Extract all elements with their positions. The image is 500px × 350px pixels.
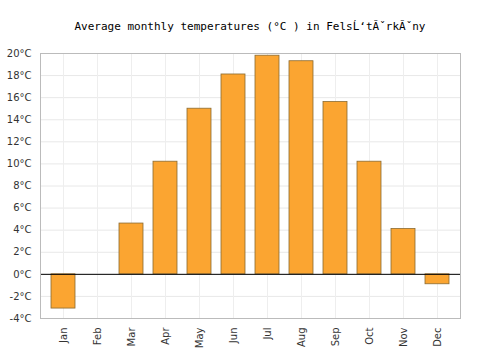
svg-text:-2°C: -2°C (10, 291, 32, 302)
svg-text:12°C: 12°C (7, 136, 32, 147)
svg-text:Dec: Dec (432, 328, 443, 347)
svg-text:4°C: 4°C (13, 224, 31, 235)
svg-text:Oct: Oct (364, 327, 375, 344)
svg-text:0°C: 0°C (13, 269, 31, 280)
svg-text:May: May (194, 327, 205, 348)
svg-text:Apr: Apr (160, 327, 171, 345)
svg-text:Sep: Sep (330, 328, 341, 347)
svg-text:14°C: 14°C (7, 114, 32, 125)
svg-text:16°C: 16°C (7, 92, 32, 103)
svg-text:10°C: 10°C (7, 158, 32, 169)
svg-text:Mar: Mar (126, 327, 137, 347)
svg-text:6°C: 6°C (13, 202, 31, 213)
svg-text:-4°C: -4°C (10, 313, 32, 324)
svg-text:8°C: 8°C (13, 180, 31, 191)
svg-text:Jul: Jul (262, 328, 273, 341)
svg-text:2°C: 2°C (13, 246, 31, 257)
svg-text:Aug: Aug (296, 328, 307, 348)
svg-text:Nov: Nov (398, 327, 409, 347)
svg-text:Jun: Jun (228, 328, 239, 345)
svg-text:20°C: 20°C (7, 48, 32, 59)
html-text:Average monthly temperatures (: Average monthly temperatures (°C ) in Fe… (74, 20, 426, 33)
svg-text:Jan: Jan (58, 328, 69, 344)
svg-text:Feb: Feb (92, 328, 103, 346)
svg-text:18°C: 18°C (7, 70, 32, 81)
